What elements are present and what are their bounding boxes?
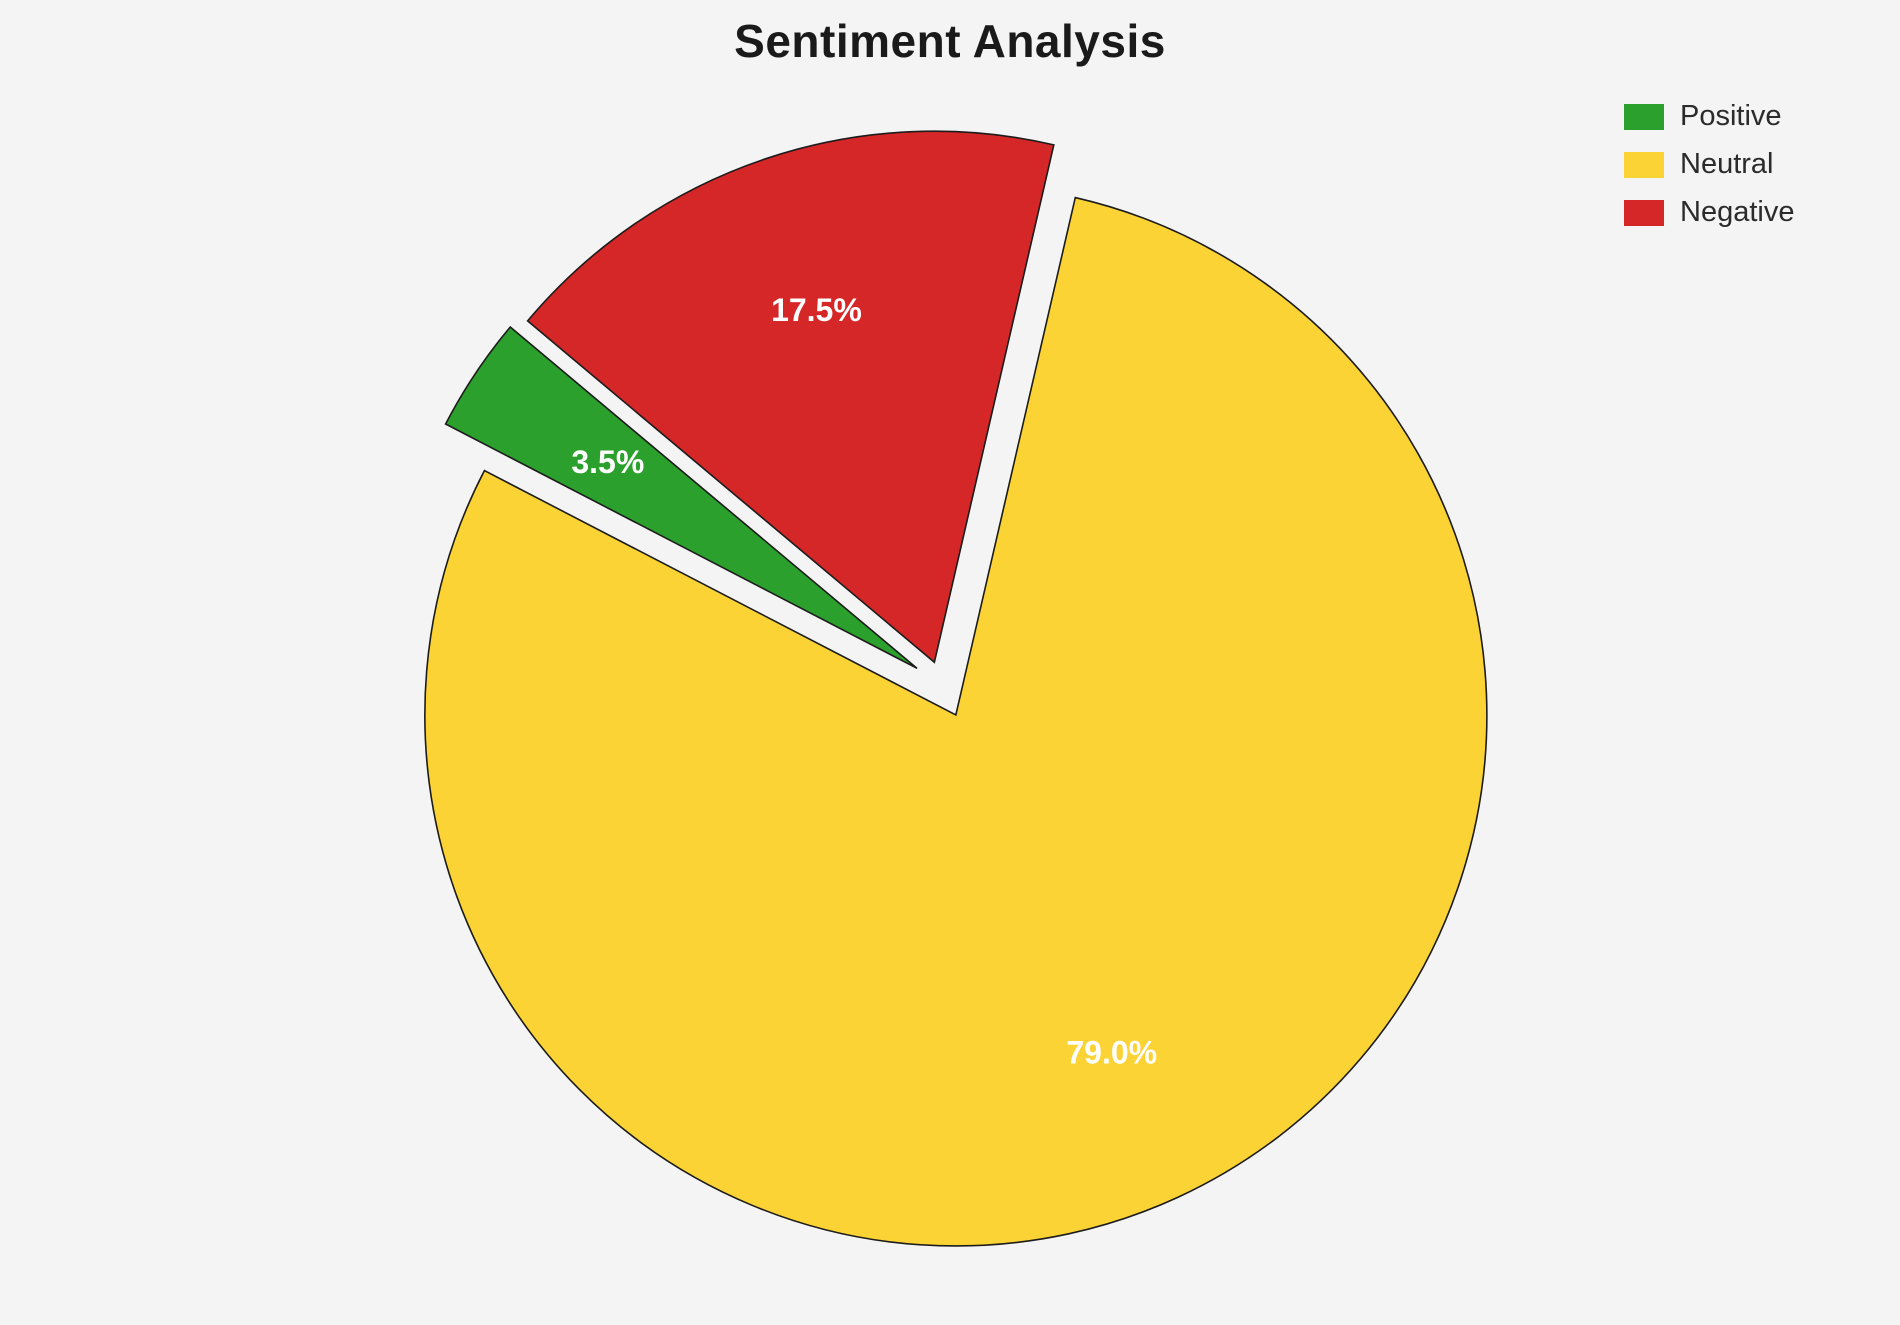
pie-percentage-label-neutral: 79.0% — [1066, 1034, 1157, 1070]
legend-swatch-negative — [1624, 199, 1664, 226]
pie-slice-negative — [526, 130, 1055, 664]
pie-slice-neutral — [424, 196, 1488, 1247]
legend-item-neutral: Neutral — [1624, 148, 1794, 181]
legend-swatch-neutral — [1624, 151, 1664, 178]
legend-label-negative: Negative — [1680, 196, 1795, 228]
legend-item-negative: Negative — [1624, 196, 1794, 229]
legend: Positive Neutral Negative — [1624, 100, 1794, 229]
pie-slice-positive — [444, 325, 918, 670]
pie-percentage-label-negative: 17.5% — [771, 292, 862, 328]
legend-label-positive: Positive — [1680, 100, 1782, 132]
legend-label-neutral: Neutral — [1680, 148, 1774, 180]
chart-title: Sentiment Analysis — [734, 15, 1166, 67]
legend-item-positive: Positive — [1624, 100, 1794, 133]
legend-swatch-positive — [1624, 103, 1664, 130]
pie-percentage-label-positive: 3.5% — [571, 444, 644, 480]
